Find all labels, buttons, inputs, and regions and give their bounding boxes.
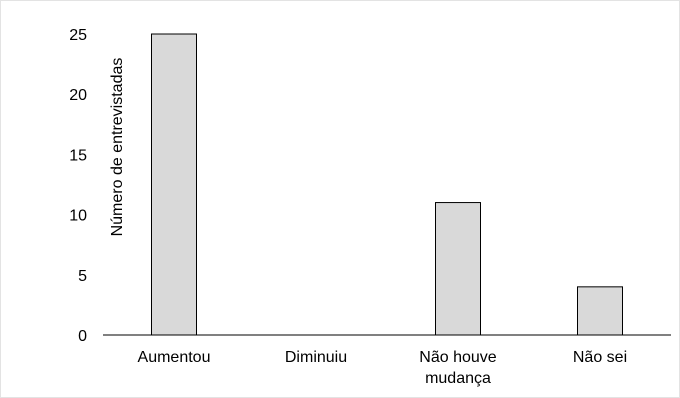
y-tick-label: 20: [69, 87, 87, 104]
category-label: Aumentou: [138, 349, 211, 366]
category-label-line: Aumentou: [138, 349, 211, 366]
bar: [435, 202, 481, 336]
category-label: Não houve mudança: [419, 349, 496, 387]
category-label: Não sei: [573, 349, 627, 366]
y-tick-label: 5: [78, 268, 87, 285]
bars: [151, 33, 623, 336]
bar: [577, 286, 623, 336]
y-tick-labels: 0 5 10 15 20 25: [69, 27, 87, 345]
category-label-line: Diminuiu: [285, 349, 347, 366]
y-tick-label: 15: [69, 147, 87, 164]
y-tick-label: 25: [69, 27, 87, 44]
category-labels: Aumentou Diminuiu Não houve mudança Não sei: [138, 349, 628, 387]
y-tick-label: 10: [69, 208, 87, 225]
y-axis-title: Número de entrevistadas: [109, 58, 126, 237]
bar: [151, 33, 197, 336]
category-label-line: Não sei: [573, 349, 627, 366]
category-label: Diminuiu: [285, 349, 347, 366]
category-label-line: mudança: [425, 370, 491, 387]
y-tick-label: 0: [78, 328, 87, 345]
category-label-line: Não houve: [419, 349, 496, 366]
